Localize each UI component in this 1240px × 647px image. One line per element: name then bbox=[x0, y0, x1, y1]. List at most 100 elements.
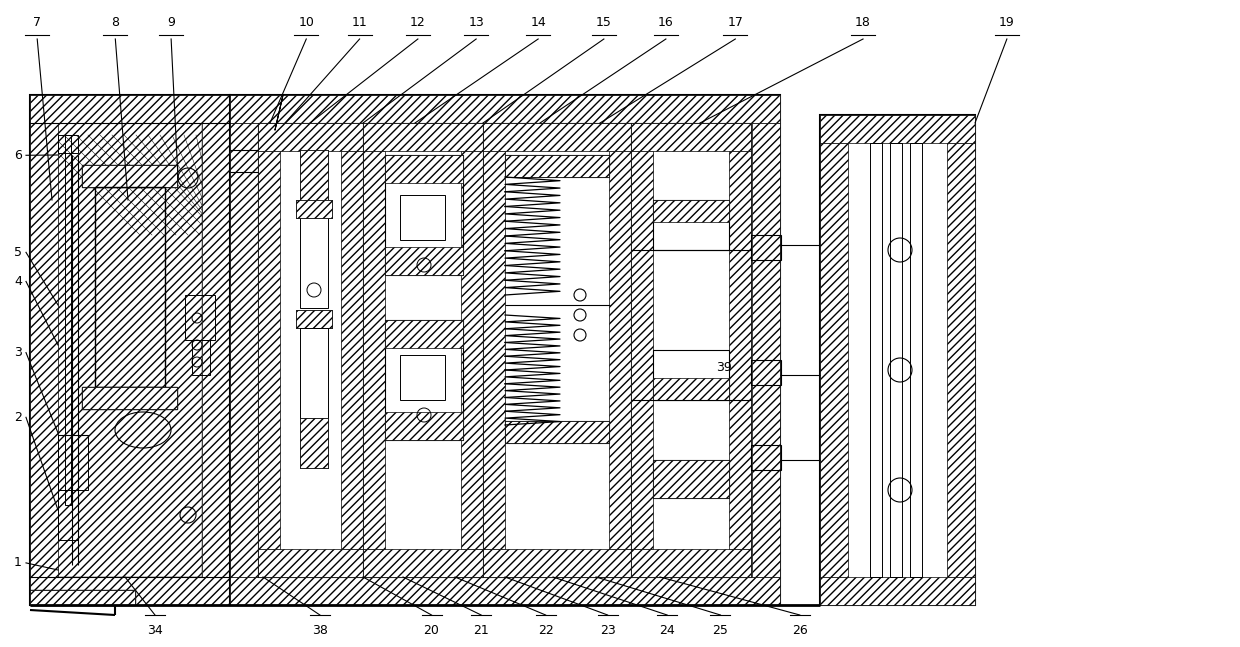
Bar bbox=[505, 421, 609, 443]
Bar bbox=[82, 165, 177, 187]
Bar bbox=[363, 123, 484, 577]
Bar bbox=[820, 115, 975, 143]
Bar bbox=[82, 387, 177, 409]
Bar bbox=[229, 95, 780, 123]
Bar bbox=[729, 151, 751, 549]
Bar bbox=[484, 549, 631, 577]
Bar bbox=[384, 155, 463, 275]
Text: 23: 23 bbox=[600, 624, 615, 637]
Bar bbox=[505, 155, 609, 177]
Bar bbox=[484, 151, 505, 549]
Text: 1: 1 bbox=[14, 556, 22, 569]
Text: 38: 38 bbox=[312, 624, 327, 637]
Bar bbox=[258, 123, 363, 577]
Text: 13: 13 bbox=[469, 16, 484, 28]
Bar bbox=[229, 123, 258, 577]
Bar bbox=[341, 151, 363, 549]
Bar bbox=[185, 295, 215, 340]
Bar bbox=[58, 435, 88, 490]
Bar bbox=[631, 549, 751, 577]
Text: 16: 16 bbox=[658, 16, 673, 28]
Bar bbox=[296, 200, 332, 218]
Text: 12: 12 bbox=[410, 16, 425, 28]
Bar bbox=[820, 115, 975, 605]
Text: 9: 9 bbox=[167, 16, 175, 28]
Bar bbox=[300, 328, 329, 418]
Bar bbox=[890, 143, 901, 577]
Bar bbox=[363, 549, 484, 577]
Bar bbox=[300, 218, 329, 308]
Bar bbox=[751, 123, 780, 577]
Bar bbox=[609, 151, 631, 549]
Text: 17: 17 bbox=[728, 16, 743, 28]
Text: 24: 24 bbox=[660, 624, 675, 637]
Text: 11: 11 bbox=[352, 16, 367, 28]
Text: 21: 21 bbox=[474, 624, 489, 637]
Bar bbox=[384, 320, 463, 440]
Bar bbox=[82, 387, 177, 409]
Bar bbox=[363, 151, 384, 549]
Text: 5: 5 bbox=[14, 246, 22, 259]
Bar bbox=[505, 421, 609, 443]
Text: 6: 6 bbox=[14, 149, 22, 162]
Bar bbox=[653, 378, 729, 400]
Bar bbox=[64, 135, 71, 505]
Bar bbox=[300, 418, 329, 468]
Bar bbox=[58, 490, 78, 540]
Bar bbox=[653, 460, 729, 498]
Bar bbox=[363, 123, 484, 151]
Text: 22: 22 bbox=[538, 624, 553, 637]
Text: 7: 7 bbox=[33, 16, 41, 28]
Bar bbox=[296, 200, 332, 218]
Bar bbox=[461, 151, 484, 549]
Bar bbox=[58, 135, 78, 153]
Text: 15: 15 bbox=[596, 16, 611, 28]
Bar bbox=[910, 143, 923, 577]
Text: 3: 3 bbox=[14, 346, 22, 359]
Text: 25: 25 bbox=[713, 624, 728, 637]
Bar bbox=[653, 460, 729, 498]
Bar bbox=[258, 549, 363, 577]
Bar bbox=[653, 200, 729, 222]
Bar bbox=[751, 360, 781, 385]
Bar bbox=[258, 123, 363, 151]
Bar bbox=[820, 577, 975, 605]
Text: 19: 19 bbox=[999, 16, 1014, 28]
Bar bbox=[384, 320, 463, 348]
Bar bbox=[870, 143, 882, 577]
Bar bbox=[384, 155, 463, 183]
Text: 8: 8 bbox=[112, 16, 119, 28]
Bar bbox=[82, 165, 177, 187]
Bar bbox=[58, 123, 202, 577]
Text: 20: 20 bbox=[424, 624, 439, 637]
Bar bbox=[653, 200, 729, 250]
Bar bbox=[296, 310, 332, 328]
Bar bbox=[229, 577, 780, 605]
Bar bbox=[631, 123, 751, 577]
Bar bbox=[653, 350, 729, 400]
Bar bbox=[30, 95, 229, 123]
Bar bbox=[30, 95, 229, 605]
Text: 10: 10 bbox=[299, 16, 314, 28]
Text: 4: 4 bbox=[14, 275, 22, 288]
Bar bbox=[229, 95, 780, 605]
Bar bbox=[631, 151, 653, 549]
Text: 39: 39 bbox=[717, 361, 732, 374]
Bar bbox=[484, 123, 631, 577]
Bar bbox=[30, 590, 135, 605]
Bar bbox=[258, 151, 280, 549]
Bar bbox=[384, 247, 463, 275]
Text: 2: 2 bbox=[14, 411, 22, 424]
Bar bbox=[202, 123, 229, 577]
Bar bbox=[820, 143, 848, 577]
Bar bbox=[296, 310, 332, 328]
Bar bbox=[300, 150, 329, 200]
Bar bbox=[30, 123, 58, 577]
Bar bbox=[401, 355, 445, 400]
Bar bbox=[751, 235, 781, 260]
Bar bbox=[300, 418, 329, 468]
Text: 34: 34 bbox=[148, 624, 162, 637]
Text: 18: 18 bbox=[856, 16, 870, 28]
Bar bbox=[505, 155, 609, 177]
Bar bbox=[484, 123, 631, 151]
